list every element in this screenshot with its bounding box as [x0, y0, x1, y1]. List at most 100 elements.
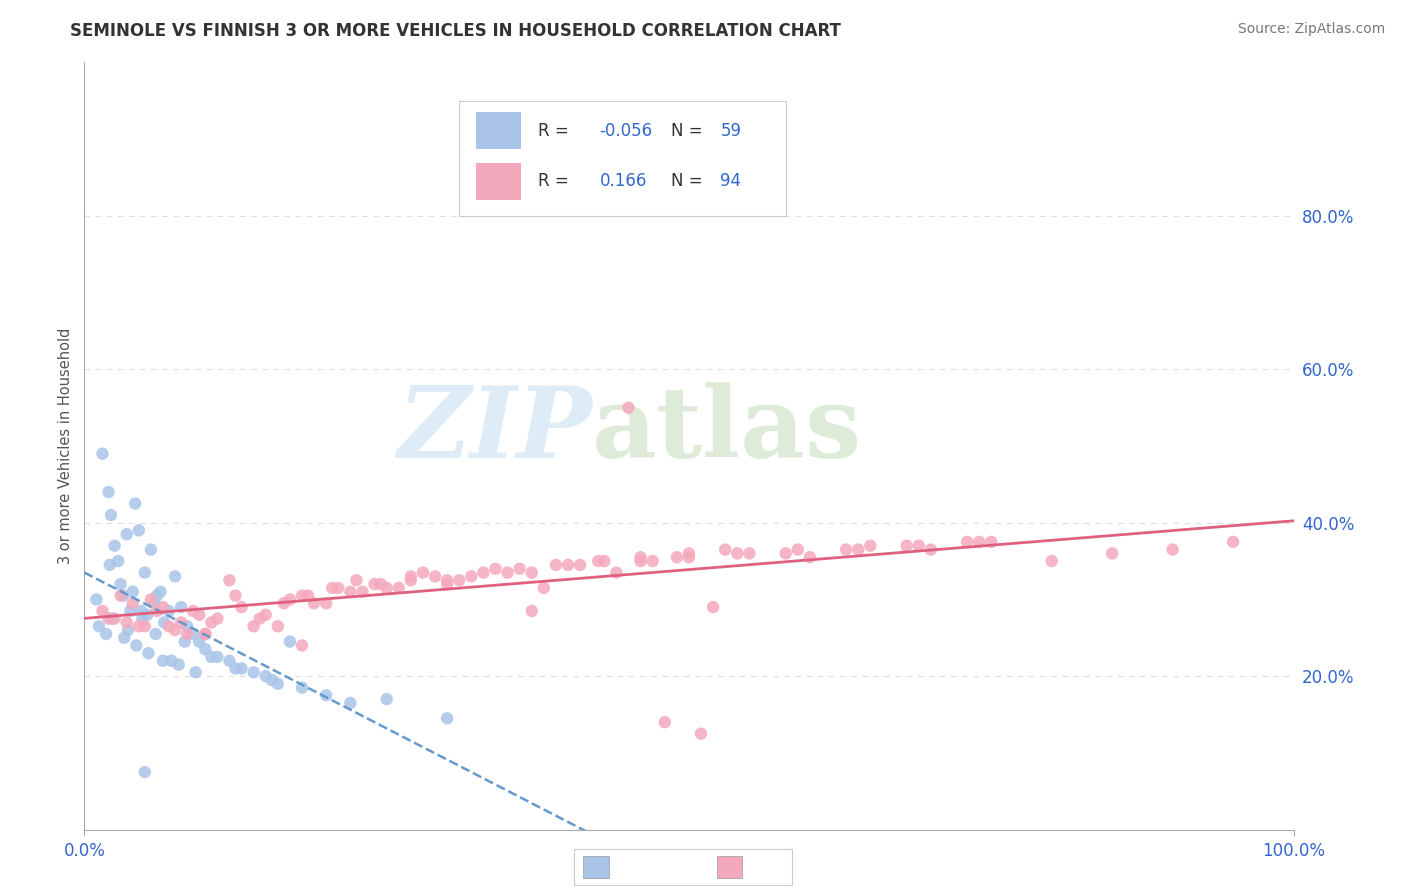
Point: [544, 558, 567, 572]
Point: [678, 546, 700, 560]
Point: [181, 604, 204, 618]
Point: [678, 550, 700, 565]
Point: [139, 542, 162, 557]
Point: [136, 607, 159, 622]
Point: [107, 554, 129, 568]
Point: [112, 589, 135, 603]
Point: [267, 619, 290, 633]
Point: [218, 573, 240, 587]
Text: Source: ZipAtlas.com: Source: ZipAtlas.com: [1237, 22, 1385, 37]
Point: [920, 542, 942, 557]
Text: atlas: atlas: [592, 382, 862, 479]
Point: [134, 566, 156, 580]
Point: [273, 596, 295, 610]
Point: [1101, 546, 1123, 560]
Point: [184, 665, 207, 680]
Point: [124, 496, 146, 510]
Point: [835, 542, 858, 557]
Point: [242, 665, 264, 680]
Point: [91, 447, 114, 461]
Point: [121, 596, 143, 610]
Point: [249, 612, 271, 626]
Text: SEMINOLE VS FINNISH 3 OR MORE VEHICLES IN HOUSEHOLD CORRELATION CHART: SEMINOLE VS FINNISH 3 OR MORE VEHICLES I…: [70, 22, 841, 40]
Point: [129, 604, 152, 618]
Point: [181, 627, 204, 641]
Point: [967, 534, 990, 549]
Point: [146, 604, 169, 618]
Point: [165, 569, 187, 583]
Point: [152, 654, 174, 668]
Y-axis label: 3 or more Vehicles in Household: 3 or more Vehicles in Household: [58, 328, 73, 564]
Point: [775, 546, 797, 560]
Point: [125, 639, 148, 653]
Point: [200, 615, 222, 630]
Point: [176, 619, 198, 633]
Point: [630, 550, 652, 565]
Point: [714, 542, 737, 557]
Point: [460, 569, 482, 583]
Point: [702, 600, 724, 615]
Point: [859, 539, 882, 553]
Point: [291, 681, 314, 695]
Point: [207, 612, 229, 626]
Point: [786, 542, 808, 557]
Point: [207, 649, 229, 664]
Point: [588, 554, 610, 568]
Point: [907, 539, 929, 553]
Point: [188, 634, 211, 648]
Point: [194, 627, 217, 641]
Point: [231, 661, 253, 675]
Point: [231, 600, 253, 615]
Point: [980, 534, 1002, 549]
Point: [170, 615, 193, 630]
Point: [146, 589, 169, 603]
Point: [120, 604, 142, 618]
Point: [291, 589, 314, 603]
Point: [399, 569, 422, 583]
Point: [738, 546, 761, 560]
Point: [569, 558, 592, 572]
Point: [128, 619, 150, 633]
Point: [399, 573, 422, 587]
Point: [799, 550, 821, 565]
Point: [254, 607, 277, 622]
Point: [242, 619, 264, 633]
Point: [339, 696, 361, 710]
Point: [315, 596, 337, 610]
Point: [449, 573, 471, 587]
Point: [98, 558, 121, 572]
Point: [121, 584, 143, 599]
Point: [352, 584, 374, 599]
Point: [617, 401, 640, 415]
Point: [291, 639, 314, 653]
Point: [690, 726, 713, 740]
Point: [1161, 542, 1184, 557]
Point: [194, 642, 217, 657]
Point: [115, 527, 138, 541]
Point: [145, 627, 167, 641]
Point: [278, 634, 301, 648]
Point: [143, 596, 166, 610]
Point: [725, 546, 748, 560]
Point: [630, 554, 652, 568]
Point: [278, 592, 301, 607]
Point: [200, 649, 222, 664]
Point: [520, 566, 543, 580]
Point: [315, 689, 337, 703]
Text: ZIP: ZIP: [398, 383, 592, 479]
Point: [557, 558, 579, 572]
Point: [218, 654, 240, 668]
Point: [472, 566, 495, 580]
Point: [157, 604, 180, 618]
Point: [101, 612, 124, 626]
Point: [94, 627, 117, 641]
Point: [167, 657, 190, 672]
Point: [297, 589, 319, 603]
Point: [388, 581, 411, 595]
Point: [160, 654, 183, 668]
Point: [328, 581, 350, 595]
Text: Seminole: Seminole: [614, 860, 686, 874]
Point: [104, 612, 127, 626]
Point: [225, 589, 247, 603]
Point: [254, 669, 277, 683]
